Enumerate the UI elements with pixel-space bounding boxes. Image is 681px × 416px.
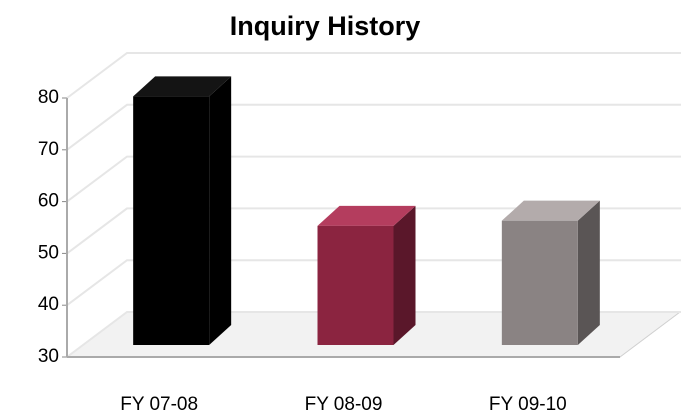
chart-title: Inquiry History [230, 11, 421, 41]
bar-top [317, 205, 416, 226]
grid-line [66, 207, 681, 255]
x-tick-label: FY 07-08 [120, 394, 198, 415]
grid-line [66, 259, 681, 307]
y-tick-label: 50 [38, 242, 59, 263]
y-tick-label: 60 [38, 191, 59, 212]
y-tick-label: 40 [38, 294, 59, 315]
x-tick-label: FY 08-09 [305, 394, 383, 415]
y-tick-label: 30 [38, 346, 59, 367]
y-tick-label: 70 [38, 139, 59, 160]
bar [317, 225, 394, 345]
bar-side [209, 76, 232, 346]
x-tick-label: FY 09-10 [489, 394, 567, 415]
bar [133, 96, 210, 345]
bar-side [393, 205, 416, 345]
y-tick-label: 80 [38, 87, 59, 108]
grid-line [66, 155, 681, 203]
grid-line [66, 52, 681, 99]
grid-line [66, 311, 681, 358]
bar-top [133, 76, 232, 97]
bar-side [577, 200, 600, 345]
bar-top [501, 200, 600, 221]
bar [501, 220, 578, 345]
grid-line [66, 103, 681, 151]
